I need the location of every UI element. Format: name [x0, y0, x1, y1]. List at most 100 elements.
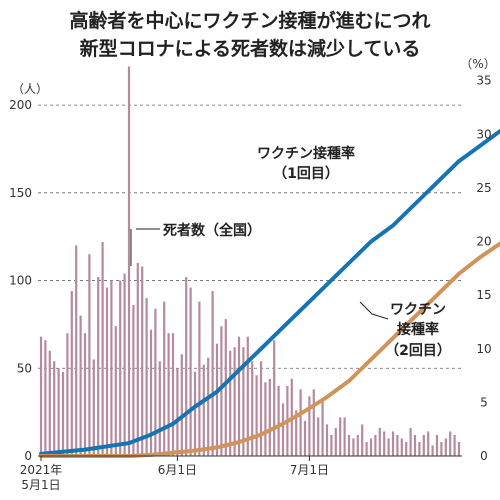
annotation-dose2-line2: 接種率	[397, 321, 439, 338]
death-bar	[409, 427, 412, 456]
chart-title-line1: 高齢者を中心にワクチン接種が進むにつれ	[69, 10, 431, 32]
death-bar	[39, 336, 43, 456]
death-bar	[422, 434, 425, 456]
death-bar	[211, 291, 214, 456]
death-bar	[44, 340, 47, 456]
death-bar	[453, 434, 456, 456]
vaccination-dose1-line	[39, 128, 500, 456]
x-tick-label: 6月1日	[158, 463, 197, 477]
annotation-dose1-line1: ワクチン接種率	[257, 145, 355, 162]
death-bar	[418, 441, 421, 456]
y-left-tick-label: 0	[24, 449, 32, 463]
death-bar	[123, 273, 126, 456]
x-tick-label-line2: 5月1日	[21, 478, 60, 492]
death-bar	[325, 424, 329, 456]
death-bar	[273, 340, 276, 456]
death-bar	[193, 371, 197, 456]
death-bar	[369, 438, 373, 456]
death-bar	[383, 431, 386, 456]
death-bar	[158, 361, 161, 456]
death-bar	[215, 343, 219, 456]
death-bar	[105, 287, 109, 456]
death-bar	[321, 399, 324, 456]
death-bar	[101, 241, 104, 456]
death-bar	[427, 431, 430, 456]
y-right-tick-label: 10	[476, 342, 491, 356]
death-bar	[48, 350, 51, 456]
death-bar	[154, 308, 157, 456]
death-bar	[237, 336, 241, 456]
death-bar	[352, 438, 355, 456]
death-bar	[334, 427, 337, 456]
death-bar	[79, 315, 82, 456]
vaccination-dose2-line	[39, 241, 500, 458]
death-bar	[259, 361, 263, 456]
death-bar	[391, 431, 395, 456]
death-bar	[317, 417, 320, 456]
death-bar	[92, 359, 95, 456]
annotation-dose2-leader	[359, 301, 389, 320]
annotation-dose2-line1: ワクチン	[390, 302, 446, 318]
death-bar	[295, 410, 298, 456]
death-bar	[75, 245, 78, 456]
death-bar	[312, 389, 315, 456]
death-bar	[378, 427, 381, 456]
death-bar	[449, 431, 452, 456]
death-bar	[413, 434, 417, 456]
y-right-tick-label: 20	[476, 235, 491, 249]
annotation-deaths: 死者数（全国）	[130, 222, 261, 266]
death-bar	[88, 254, 91, 456]
death-bar	[396, 434, 399, 456]
death-bar	[361, 424, 364, 456]
death-bar	[303, 420, 307, 456]
death-bar	[83, 333, 87, 456]
y-right-tick-label: 5	[480, 395, 488, 409]
death-bar	[400, 438, 403, 456]
death-bar	[220, 326, 223, 456]
death-bar	[251, 361, 254, 456]
death-bar	[246, 336, 249, 456]
death-bar	[277, 385, 280, 456]
x-tick-label: 7月1日	[290, 463, 329, 477]
death-bar	[163, 301, 166, 456]
y-left-unit: （人）	[12, 82, 48, 96]
annotation-dose2: ワクチン 接種率 （2回目）	[359, 301, 451, 359]
death-bar	[57, 368, 60, 456]
death-bar	[405, 441, 408, 456]
death-bar	[127, 66, 131, 456]
annotation-dose1: ワクチン接種率 （1回目）	[257, 145, 355, 182]
chart-title-line2: 新型コロナによる死者数は減少している	[79, 38, 421, 60]
death-bar	[53, 361, 56, 456]
y-right-tick-label: 15	[476, 288, 491, 302]
death-bar	[435, 434, 439, 456]
death-bar	[431, 445, 434, 456]
death-bar	[374, 434, 377, 456]
death-bar	[66, 333, 69, 456]
y-left-tick-label: 200	[9, 98, 32, 112]
death-bar	[339, 417, 342, 456]
death-bar	[347, 434, 351, 456]
y-right-tick-label: 0	[480, 449, 488, 463]
y-right-unit: （%）	[460, 57, 495, 71]
death-bar	[145, 298, 148, 456]
death-bar	[198, 301, 201, 456]
death-bar	[330, 434, 333, 456]
death-bar	[114, 326, 117, 456]
death-bar	[264, 382, 267, 456]
death-bars	[39, 66, 461, 456]
death-bar	[97, 277, 100, 456]
death-bar	[110, 280, 113, 456]
annotation-dose1-line2: （1回目）	[273, 166, 339, 182]
y-left-tick-label: 50	[17, 361, 32, 375]
death-bar	[119, 280, 122, 456]
y-right-tick-label: 30	[476, 127, 491, 141]
death-bar	[149, 329, 153, 456]
death-bar	[233, 347, 236, 456]
death-bar	[268, 378, 271, 456]
death-bar	[141, 266, 144, 456]
gridlines	[38, 104, 462, 369]
death-bar	[224, 319, 227, 456]
death-bar	[444, 438, 447, 456]
death-bar	[171, 333, 175, 456]
